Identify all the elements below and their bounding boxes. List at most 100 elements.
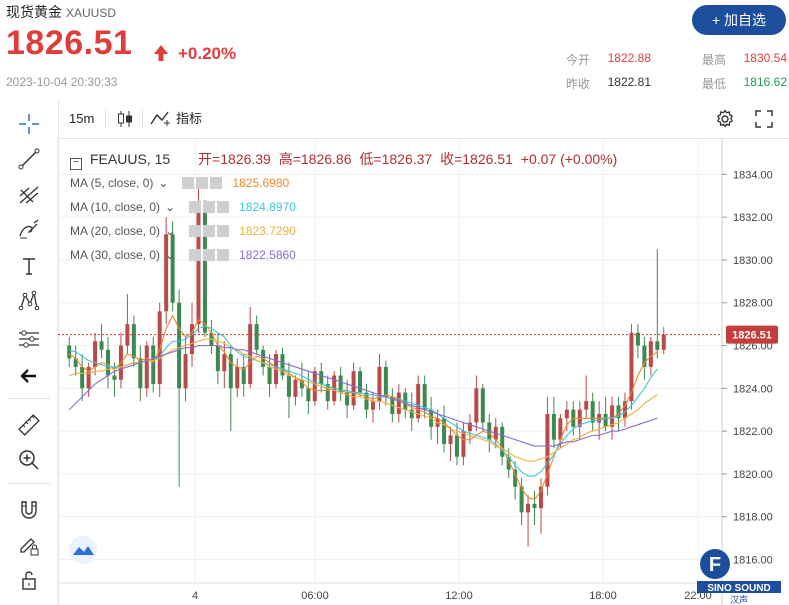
instrument-symbol: XAUUSD <box>66 6 117 20</box>
fib-icon[interactable] <box>15 180 43 208</box>
candle-body <box>584 401 589 410</box>
candle-body <box>370 401 375 410</box>
candle-body <box>164 234 169 312</box>
candle-body <box>312 371 317 402</box>
interval-selector[interactable]: 15m <box>69 111 95 126</box>
settings-icon[interactable] <box>203 225 216 237</box>
ruler-icon[interactable] <box>15 411 43 439</box>
candle-body <box>93 341 98 367</box>
candle-body <box>73 358 78 367</box>
candle-body <box>467 422 472 432</box>
toolbar-divider <box>105 109 106 129</box>
lock-pencil-icon[interactable] <box>15 531 43 559</box>
stat-prev-label: 昨收 <box>566 77 591 91</box>
chevron-down-icon[interactable]: ⌄ <box>165 224 176 238</box>
visibility-icon[interactable] <box>182 177 195 189</box>
remove-icon[interactable] <box>217 249 230 261</box>
logo-sub: 汉声 <box>730 594 748 604</box>
candle-body <box>151 345 156 385</box>
candle-body <box>409 409 414 419</box>
x-tick-label: 4 <box>192 590 198 602</box>
candle-body <box>358 371 363 393</box>
candle-body <box>564 409 569 419</box>
fullscreen-icon[interactable] <box>753 108 775 130</box>
text-icon[interactable] <box>15 252 43 280</box>
ma-label[interactable]: MA (10, close, 0) <box>70 200 161 214</box>
toolbar-separator <box>8 398 50 399</box>
remove-icon[interactable] <box>210 177 223 189</box>
last-price-label: 1826.51 <box>732 330 772 342</box>
ma-label[interactable]: MA (30, close, 0) <box>70 248 161 262</box>
chevron-down-icon[interactable]: ⌄ <box>165 248 176 262</box>
settings-icon[interactable] <box>203 249 216 261</box>
magnet-icon[interactable] <box>15 496 43 524</box>
crosshair-icon[interactable] <box>15 110 43 138</box>
svg-text:F: F <box>709 554 721 576</box>
settings-icon[interactable] <box>196 177 209 189</box>
candle-body <box>545 413 550 487</box>
ma-label[interactable]: MA (20, close, 0) <box>70 224 161 238</box>
scroll-navigation-icon[interactable] <box>69 536 97 564</box>
sino-sound-logo: F SINO SOUND 汉声 <box>697 549 781 604</box>
candle-body <box>215 345 220 372</box>
candle-body <box>177 302 182 389</box>
settings-icon[interactable] <box>203 201 216 213</box>
measure-icon[interactable] <box>15 325 43 353</box>
legend-open: 开=1826.39 <box>198 151 271 167</box>
lock-icon[interactable] <box>15 566 43 594</box>
candle-body <box>338 375 343 393</box>
stat-high-label: 最高 <box>702 53 727 67</box>
legend-high: 高=1826.86 <box>278 151 352 167</box>
visibility-icon[interactable] <box>189 249 202 261</box>
candle-body <box>202 208 207 333</box>
y-tick-label: 1822.00 <box>733 426 773 438</box>
legend-symbol: FEAUUS, 15 <box>90 151 171 167</box>
candle-body <box>558 418 563 440</box>
candle-body <box>500 426 505 457</box>
indicators-button[interactable]: 指标 <box>150 108 202 127</box>
candle-body <box>99 341 104 350</box>
ma-label[interactable]: MA (5, close, 0) <box>70 176 154 190</box>
remove-icon[interactable] <box>217 225 230 237</box>
stat-high: 最高 1830.54 <box>702 51 787 68</box>
visibility-icon[interactable] <box>189 225 202 237</box>
candle-body <box>383 366 388 397</box>
stat-low-label: 最低 <box>702 77 727 91</box>
candle-body <box>241 366 246 385</box>
back-arrow-icon[interactable] <box>15 362 43 390</box>
toolbar-divider <box>142 109 143 129</box>
logo-brand: SINO SOUND <box>707 583 770 594</box>
pattern-icon[interactable] <box>15 287 43 315</box>
zoom-in-icon[interactable] <box>15 446 43 474</box>
candle-type-icon[interactable] <box>114 108 136 130</box>
settings-gear-icon[interactable] <box>714 108 736 130</box>
candle-body <box>228 354 233 389</box>
chevron-down-icon[interactable]: ⌄ <box>158 176 169 190</box>
ma-legend-row: MA (10, close, 0) ⌄ 1824.8970 <box>70 200 296 214</box>
chevron-down-icon[interactable]: ⌄ <box>165 200 176 214</box>
candle-body <box>396 392 401 414</box>
ma-line <box>68 314 658 501</box>
y-tick-label: 1834.00 <box>733 169 773 181</box>
trend-line-icon[interactable] <box>15 145 43 173</box>
stat-high-value: 1830.54 <box>743 51 787 65</box>
candle-body <box>222 354 227 372</box>
price-change: +0.20% <box>178 44 237 63</box>
x-tick-label: 12:00 <box>445 590 473 602</box>
ma-value: 1822.5860 <box>239 248 296 262</box>
candle-body <box>454 435 459 457</box>
candle-body <box>351 371 356 406</box>
candle-body <box>280 354 285 376</box>
candle-body <box>480 388 485 423</box>
stat-prev-close: 昨收 1822.81 <box>566 75 651 92</box>
candle-body <box>306 388 311 402</box>
remove-icon[interactable] <box>217 201 230 213</box>
visibility-icon[interactable] <box>189 201 202 213</box>
add-watchlist-button[interactable]: + 加自选 <box>692 5 786 35</box>
candle-body <box>590 401 595 423</box>
stat-open-value: 1822.88 <box>607 51 651 65</box>
brush-icon[interactable] <box>15 215 43 243</box>
candle-body <box>648 341 653 367</box>
collapse-legend-icon[interactable]: − <box>70 158 82 170</box>
